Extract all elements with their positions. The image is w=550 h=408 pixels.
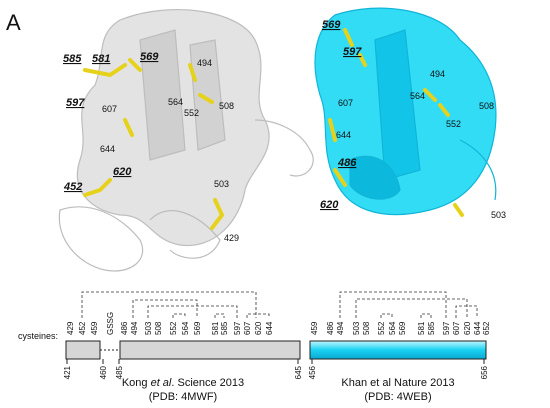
end-label: 656 bbox=[480, 365, 489, 379]
residue-label: 581 bbox=[92, 53, 110, 65]
cysteine-position: 585 bbox=[427, 321, 436, 335]
residue-label: 597 bbox=[343, 46, 362, 58]
cysteines-label: cysteines: bbox=[18, 331, 58, 341]
cysteine-position: 452 bbox=[78, 321, 87, 335]
residue-label: 486 bbox=[337, 157, 357, 169]
cysteine-position: 569 bbox=[193, 321, 202, 335]
cysteine-position: 552 bbox=[169, 321, 178, 335]
caption-author: Kong bbox=[122, 377, 151, 389]
residue-label: 585 bbox=[63, 53, 82, 65]
cysteine-position: 508 bbox=[154, 321, 163, 335]
cysteine-position: 508 bbox=[362, 321, 371, 335]
residue-label: 620 bbox=[320, 199, 339, 211]
disulfide-bracket bbox=[81, 291, 257, 318]
panel-label: A bbox=[6, 10, 21, 35]
cysteine-position: 644 bbox=[473, 321, 482, 335]
cysteine-position: 597 bbox=[233, 321, 242, 335]
residue-label: 569 bbox=[322, 19, 341, 31]
disulfide-bracket bbox=[132, 299, 198, 318]
cysteine-position: 620 bbox=[254, 321, 263, 335]
residue-label: 644 bbox=[336, 130, 351, 140]
left-bar-a bbox=[65, 340, 101, 360]
disulfide-bracket bbox=[172, 313, 186, 318]
residue-label: 607 bbox=[338, 98, 353, 108]
left-pdb: (PDB: 4MWF) bbox=[149, 391, 217, 403]
disulfide-bracket bbox=[355, 298, 468, 318]
cysteine-position: 552 bbox=[377, 321, 386, 335]
residue-label: 564 bbox=[410, 91, 425, 101]
residue-label: 552 bbox=[446, 119, 461, 129]
cysteine-position: 459 bbox=[310, 321, 319, 335]
cysteine-position: 607 bbox=[243, 321, 252, 335]
residue-label: 607 bbox=[102, 104, 117, 114]
residue-label: 508 bbox=[219, 101, 234, 111]
end-label: 421 bbox=[63, 365, 72, 379]
end-label: 460 bbox=[99, 365, 108, 379]
cysteine-position: 494 bbox=[336, 321, 345, 335]
cysteine-position: 503 bbox=[352, 321, 361, 335]
cysteine-position: 429 bbox=[66, 321, 75, 335]
cysteine-position: 597 bbox=[442, 321, 451, 335]
cysteine-position: 564 bbox=[181, 321, 190, 335]
cysteine-sticks bbox=[83, 28, 464, 230]
end-label: 485 bbox=[115, 365, 124, 379]
end-label: 456 bbox=[308, 365, 317, 379]
cysteine-position: 503 bbox=[144, 321, 153, 335]
cysteine-position: 494 bbox=[130, 321, 139, 335]
residue-label: 552 bbox=[184, 108, 199, 118]
right-caption: Khan et al Nature 2013 bbox=[341, 377, 454, 389]
residue-label: 564 bbox=[168, 97, 183, 107]
caption-rest: . Science 2013 bbox=[171, 377, 244, 389]
cysteine-position: 620 bbox=[463, 321, 472, 335]
disulfide-bracket bbox=[380, 313, 393, 318]
cysteine-position: GSSG bbox=[106, 312, 115, 335]
left-protein bbox=[58, 9, 314, 272]
residue-label: 569 bbox=[140, 51, 159, 63]
residue-label: 597 bbox=[66, 97, 85, 109]
cysteine-position: 581 bbox=[417, 321, 426, 335]
end-label: 645 bbox=[294, 365, 303, 379]
disulfide-bracket bbox=[455, 305, 478, 318]
right-bar bbox=[309, 340, 487, 360]
cysteine-position: 459 bbox=[90, 321, 99, 335]
residue-label: 508 bbox=[479, 101, 494, 111]
cysteine-position: 585 bbox=[220, 321, 229, 335]
cysteine-position: 607 bbox=[452, 321, 461, 335]
cysteine-position: 486 bbox=[120, 321, 129, 335]
disulfide-bracket bbox=[246, 313, 270, 318]
cysteine-position: 569 bbox=[398, 321, 407, 335]
residue-label: 503 bbox=[491, 210, 506, 220]
residue-label: 452 bbox=[63, 181, 82, 193]
left-bar-b bbox=[119, 340, 301, 360]
residue-label: 429 bbox=[224, 233, 239, 243]
residue-label: 644 bbox=[100, 144, 115, 154]
residue-label: 503 bbox=[214, 179, 229, 189]
cysteine-position: 564 bbox=[388, 321, 397, 335]
residue-label: 620 bbox=[113, 166, 132, 178]
residue-label: 494 bbox=[197, 58, 212, 68]
disulfide-bracket bbox=[420, 313, 432, 318]
cysteine-position: 652 bbox=[482, 321, 491, 335]
disulfide-bracket bbox=[339, 291, 447, 318]
cysteine-position: 486 bbox=[326, 321, 335, 335]
disulfide-bracket bbox=[214, 313, 225, 318]
caption-etal: et al bbox=[151, 377, 172, 389]
cysteine-position: 644 bbox=[265, 321, 274, 335]
cysteine-position: 581 bbox=[211, 321, 220, 335]
left-caption: Kong et al. Science 2013 bbox=[122, 377, 244, 389]
residue-label: 494 bbox=[430, 69, 445, 79]
right-pdb: (PDB: 4WEB) bbox=[364, 391, 431, 403]
disulfide-bracket bbox=[147, 305, 238, 318]
